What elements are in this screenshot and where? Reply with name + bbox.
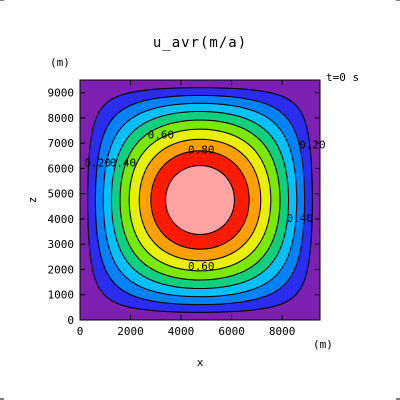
contour-line-7 [138,138,262,262]
contour-line-8 [150,150,250,250]
contour-line-group [87,87,313,313]
contour-line-6 [128,128,272,272]
contour-label: 0.60 [188,260,215,273]
contour-label-group: 0.200.400.600.800.600.400.20 [84,129,325,273]
y-tick-group: 0 1000 2000 3000 4000 5000 6000 7000 8000 9000 [48,87,320,327]
y-tick-label: 7000 [48,137,75,150]
x-tick-label: 0 [77,325,84,338]
contour-line-4 [110,110,290,290]
contour-fill-group [80,80,320,320]
y-unit-label: (m) [50,56,70,69]
x-tick-label: 6000 [218,325,245,338]
contour-band-9 [165,165,235,235]
y-tick-label: 9000 [48,87,75,100]
time-label: t=0 s [326,71,359,84]
x-tick-label: 2000 [117,325,144,338]
contour-line-9 [165,164,236,235]
contour-label: 0.60 [148,129,175,142]
y-tick-label: 5000 [48,188,75,201]
y-tick-label: 4000 [48,213,75,226]
y-tick-label: 3000 [48,238,75,251]
y-tick-label: 1000 [48,289,75,302]
y-axis-label: z [26,197,39,204]
contour-label: 0.40 [110,156,137,169]
contour-label: 0.80 [188,144,215,157]
x-axis-label: x [197,356,204,369]
x-tick-label: 4000 [168,325,195,338]
x-unit-label: (m) [313,338,333,351]
y-tick-label: 2000 [48,263,75,276]
contour-label: 0.40 [287,212,314,225]
x-tick-group: 0 2000 4000 6000 8000 [77,80,296,338]
contour-line-3 [102,102,298,298]
contour-label: 0.20 [299,139,326,152]
y-tick-label: 6000 [48,162,75,175]
y-tick-label: 8000 [48,112,75,125]
plot-frame [79,79,321,321]
chart-title: u_avr(m/a) [153,35,247,51]
contour-line-5 [119,119,281,281]
y-tick-label: 0 [67,314,74,327]
contour-line-1 [87,87,313,313]
x-tick-label: 8000 [269,325,296,338]
contour-label: 0.20 [84,156,111,169]
contour-line-2 [94,94,306,306]
